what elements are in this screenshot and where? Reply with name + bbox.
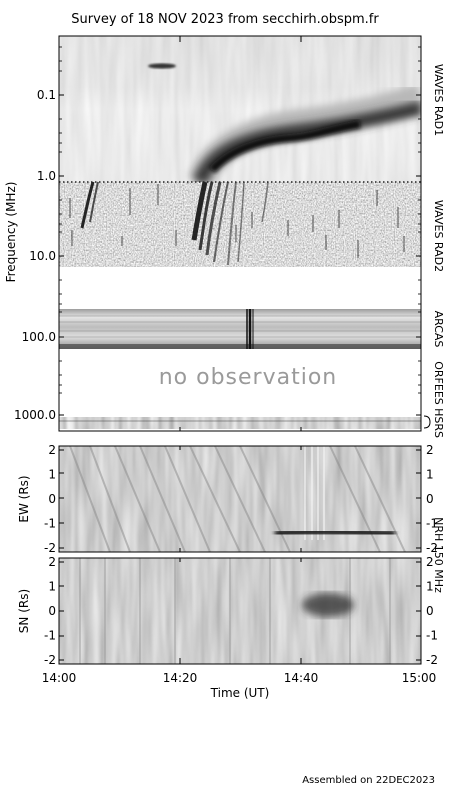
ew-tick-labels: -2 -2 -1 -1 0 0 1 1 2 2: [44, 443, 438, 555]
time-axis-label: Time (UT): [210, 686, 270, 700]
ew-tick-label-right: -2: [426, 541, 438, 555]
rad2-band: [59, 182, 421, 267]
nrh-sn-panel: [59, 558, 421, 664]
nrh-ew-panel: [59, 446, 421, 552]
orfees-band: [59, 350, 421, 414]
arcas-burst: [246, 309, 254, 349]
rad1-blob: [148, 63, 176, 69]
sn-dark-source: [302, 593, 354, 617]
sn-tick-label-right: -1: [426, 629, 438, 643]
xtick-label: 14:20: [163, 671, 198, 685]
rad2-interference-lines: [69, 184, 405, 258]
assembled-on-footer: Assembled on 22DEC2023: [302, 775, 435, 786]
instrument-label-orfees: ORFEES: [432, 361, 445, 405]
ew-tick-label-right: 0: [426, 492, 434, 506]
hsrs-bracket: [423, 415, 431, 429]
xtick-label: 15:00: [402, 671, 437, 685]
sn-tick-label-right: -2: [426, 653, 438, 667]
ew-tick-label: 0: [48, 492, 56, 506]
ytick-label: 1000.0: [14, 408, 56, 422]
ew-tick-label-right: -1: [426, 517, 438, 531]
ytick-label: 100.0: [22, 330, 56, 344]
sn-axis: [59, 561, 421, 661]
instrument-label-rad1: WAVES RAD1: [432, 64, 445, 136]
hsrs-band: [59, 417, 421, 429]
xtick-label: 14:40: [284, 671, 319, 685]
ytick-label: 10.0: [29, 249, 56, 263]
frequency-minor-ticks: [59, 46, 421, 394]
xtick-label: 14:00: [42, 671, 77, 685]
spectrum-panel: no observation: [59, 36, 421, 429]
sn-tick-label: -1: [44, 629, 56, 643]
instrument-label-hsrs: HSRS: [432, 408, 445, 438]
ytick-label: 0.1: [37, 88, 56, 102]
sn-tick-label: 0: [48, 604, 56, 618]
sn-axis-label: SN (Rs): [17, 589, 31, 633]
ew-axis: [59, 449, 421, 549]
sn-tick-label-right: 0: [426, 604, 434, 618]
ew-axis-label: EW (Rs): [17, 475, 31, 522]
sn-tick-labels: -2 -2 -1 -1 0 0 1 1 2 2: [44, 555, 438, 667]
arcas-band: [59, 309, 421, 349]
nrh-label: NRH 150 MHz: [432, 517, 445, 593]
instrument-label-rad2: WAVES RAD2: [432, 200, 445, 272]
ew-tick-label: 2: [48, 443, 56, 457]
figure-title: Survey of 18 NOV 2023 from secchirh.obsp…: [71, 12, 379, 27]
ew-tick-label: -1: [44, 517, 56, 531]
sn-tick-label: 1: [48, 580, 56, 594]
instrument-label-arcas: ARCAS: [432, 311, 445, 348]
ew-tick-label: -2: [44, 541, 56, 555]
ew-tick-label-right: 2: [426, 443, 434, 457]
sn-tick-label-right: 2: [426, 555, 434, 569]
sn-tick-label: 2: [48, 555, 56, 569]
time-axis-ticks: [58, 36, 422, 664]
frequency-axis-label: Frequency (MHz): [4, 182, 18, 283]
ytick-label: 1.0: [37, 169, 56, 183]
type-iii-burst-rad2: [80, 181, 269, 266]
frequency-axis: [59, 94, 421, 416]
ew-dark-source: [274, 528, 396, 538]
no-observation-text: no observation: [159, 365, 338, 390]
ew-tick-label-right: 1: [426, 468, 434, 482]
sn-tick-label-right: 1: [426, 580, 434, 594]
sn-tick-label: -2: [44, 653, 56, 667]
ew-tick-label: 1: [48, 468, 56, 482]
